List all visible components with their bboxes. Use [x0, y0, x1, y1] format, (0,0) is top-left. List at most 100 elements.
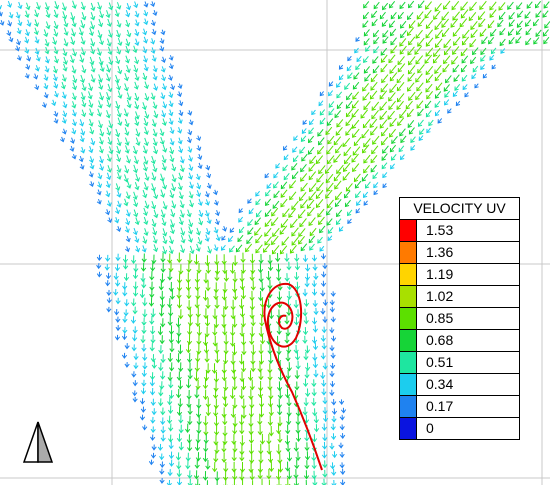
velocity-arrow [309, 227, 317, 237]
velocity-arrow [415, 55, 424, 65]
velocity-arrow [62, 11, 68, 20]
velocity-arrow [123, 108, 129, 117]
velocity-arrow [43, 92, 49, 99]
velocity-arrow [90, 138, 96, 146]
velocity-arrow [152, 128, 158, 137]
velocity-arrow [355, 208, 361, 214]
velocity-arrow [308, 163, 316, 172]
velocity-arrow [212, 462, 218, 473]
velocity-arrow [167, 74, 173, 81]
velocity-arrow [373, 29, 380, 38]
velocity-arrow [34, 19, 40, 27]
velocity-arrow [167, 253, 173, 264]
velocity-arrow [311, 109, 316, 116]
velocity-arrow [291, 236, 299, 246]
velocity-arrow [330, 462, 336, 470]
velocity-arrow [284, 253, 290, 263]
velocity-arrow [268, 405, 274, 417]
velocity-arrow [222, 426, 228, 437]
velocity-arrow [257, 468, 263, 480]
velocity-arrow [330, 316, 336, 323]
velocity-arrow [135, 245, 141, 253]
velocity-arrow [445, 75, 452, 84]
velocity-arrow [388, 54, 396, 64]
velocity-arrow [150, 452, 157, 459]
velocity-arrow [106, 165, 112, 173]
velocity-arrow [167, 396, 173, 406]
velocity-arrow [161, 217, 167, 227]
velocity-arrow [362, 92, 370, 101]
velocity-arrow [309, 119, 315, 126]
velocity-arrow [189, 245, 195, 255]
velocity-arrow [464, 92, 469, 98]
velocity-arrow [284, 388, 291, 399]
velocity-arrow [230, 308, 236, 320]
velocity-arrow [320, 352, 326, 360]
velocity-arrow [434, 2, 442, 12]
velocity-arrow [212, 388, 219, 399]
velocity-arrow [89, 56, 95, 66]
velocity-arrow [125, 45, 130, 54]
velocity-arrow [188, 164, 194, 172]
velocity-arrow [417, 37, 425, 47]
velocity-arrow [339, 462, 345, 469]
velocity-arrow [124, 165, 130, 174]
velocity-arrow [264, 172, 269, 179]
velocity-arrow [125, 38, 131, 47]
velocity-arrow [239, 461, 246, 473]
velocity-arrow [516, 20, 523, 28]
velocity-arrow [276, 381, 283, 392]
velocity-arrow [151, 254, 157, 265]
velocity-arrow [508, 37, 515, 45]
velocity-arrow [239, 298, 245, 310]
velocity-arrow [250, 315, 256, 327]
velocity-arrow [325, 126, 333, 136]
velocity-arrow [187, 478, 193, 485]
velocity-arrow [206, 480, 208, 485]
velocity-arrow [333, 136, 342, 146]
velocity-arrow [302, 288, 308, 297]
legend-swatch [400, 286, 417, 307]
velocity-arrow [61, 2, 67, 11]
velocity-arrow [346, 92, 353, 101]
velocity-arrow [131, 371, 137, 378]
velocity-arrow [351, 100, 359, 109]
velocity-arrow [389, 128, 397, 138]
velocity-arrow [469, 1, 477, 12]
velocity-arrow [230, 299, 236, 311]
velocity-arrow [390, 163, 396, 170]
velocity-arrow [202, 471, 209, 481]
velocity-arrow [362, 119, 371, 129]
velocity-arrow [160, 426, 166, 434]
velocity-arrow [159, 477, 165, 484]
velocity-arrow [151, 360, 157, 369]
velocity-arrow [300, 173, 308, 182]
velocity-arrow [168, 379, 174, 389]
velocity-arrow [185, 343, 192, 354]
velocity-arrow [254, 217, 262, 226]
velocity-arrow [389, 83, 397, 94]
velocity-arrow [133, 199, 139, 208]
velocity-arrow [311, 317, 318, 325]
velocity-arrow [362, 191, 369, 198]
velocity-arrow [380, 63, 388, 73]
velocity-arrow [221, 289, 228, 301]
velocity-arrow [168, 423, 174, 432]
velocity-arrow [264, 227, 272, 237]
velocity-arrow [407, 82, 415, 92]
velocity-arrow [41, 102, 47, 108]
velocity-arrow [222, 225, 227, 232]
velocity-arrow [230, 354, 236, 365]
velocity-arrow [257, 263, 264, 274]
velocity-arrow [62, 48, 68, 57]
velocity-arrow [424, 9, 432, 19]
velocity-arrow [168, 441, 174, 450]
velocity-arrow [187, 146, 193, 153]
velocity-arrow [117, 117, 123, 126]
velocity-arrow [283, 154, 289, 161]
velocity-arrow [168, 325, 175, 335]
velocity-arrow [186, 136, 192, 144]
velocity-arrow [249, 379, 255, 391]
velocity-arrow [266, 182, 272, 189]
velocity-arrow [268, 353, 274, 364]
